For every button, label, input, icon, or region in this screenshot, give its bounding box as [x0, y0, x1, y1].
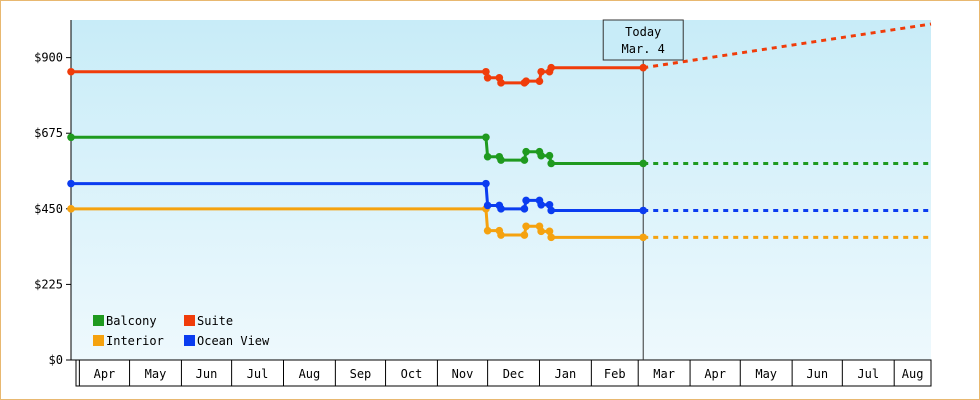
data-point-balcony: [483, 152, 492, 161]
data-point-suite: [537, 67, 545, 76]
x-month-label: Aug: [902, 367, 924, 381]
data-point-interior: [537, 227, 545, 236]
today-box: [602, 19, 684, 61]
data-point-balcony: [482, 133, 490, 142]
data-point-interior: [483, 226, 492, 235]
x-month-label: Jun: [806, 367, 828, 381]
data-point-balcony: [522, 147, 530, 156]
legend-label: Ocean View: [197, 334, 270, 348]
data-point-suite: [483, 73, 492, 82]
legend-swatch: [93, 335, 104, 346]
data-point-interior: [67, 205, 75, 213]
x-month-label: Mar: [653, 367, 675, 381]
x-month-label: May: [755, 367, 777, 381]
x-month-label: Aug: [299, 367, 321, 381]
data-point-ocean-view: [67, 179, 75, 188]
data-point-balcony: [537, 151, 545, 160]
x-month-label: Jul: [247, 367, 269, 381]
data-point-ocean-view: [522, 196, 530, 205]
y-tick-label: $225: [34, 277, 63, 291]
data-point-suite: [522, 77, 530, 85]
data-point-balcony: [67, 133, 75, 142]
data-point-balcony: [547, 159, 555, 168]
data-point-balcony: [497, 156, 505, 164]
x-month-label: Nov: [452, 367, 474, 381]
data-point-ocean-view: [639, 206, 648, 215]
y-tick-label: $900: [34, 51, 63, 65]
y-tick-label: $0: [49, 353, 63, 367]
x-month-label: Dec: [503, 367, 525, 381]
data-point-balcony: [520, 156, 529, 164]
y-tick-label: $450: [34, 202, 63, 216]
x-month-label: Jun: [196, 367, 218, 381]
data-point-suite: [67, 67, 75, 76]
data-point-suite: [497, 79, 505, 87]
data-point-interior: [520, 231, 529, 239]
data-point-ocean-view: [520, 205, 529, 213]
data-point-balcony: [545, 151, 554, 160]
data-point-interior: [547, 233, 555, 242]
legend-swatch: [184, 335, 195, 346]
data-point-interior: [545, 227, 554, 236]
legend-label: Balcony: [106, 314, 157, 328]
x-month-label: Jan: [555, 367, 577, 381]
data-point-suite: [639, 63, 648, 72]
data-point-ocean-view: [483, 201, 492, 210]
legend-swatch: [93, 315, 104, 326]
y-tick-label: $675: [34, 126, 63, 140]
data-point-interior: [639, 233, 648, 242]
month-axis-band: [75, 359, 932, 387]
data-point-ocean-view: [482, 179, 490, 188]
today-date-label: Mar. 4: [622, 42, 665, 56]
legend-label: Suite: [197, 314, 233, 328]
x-month-label: Jul: [857, 367, 879, 381]
data-point-interior: [497, 231, 505, 239]
data-point-suite: [547, 63, 555, 72]
series-projection-suite: [642, 22, 932, 70]
legend-label: Interior: [106, 334, 164, 348]
data-point-suite: [482, 67, 490, 76]
data-point-interior: [522, 222, 530, 231]
data-point-ocean-view: [497, 205, 505, 213]
x-month-label: Feb: [604, 367, 626, 381]
data-point-ocean-view: [545, 200, 554, 209]
x-month-label: May: [145, 367, 167, 381]
x-month-label: Apr: [704, 367, 726, 381]
today-label: Today: [625, 25, 661, 39]
legend-swatch: [184, 315, 195, 326]
x-month-label: Oct: [401, 367, 423, 381]
x-month-label: Apr: [94, 367, 116, 381]
data-point-suite: [535, 77, 544, 85]
data-point-ocean-view: [547, 206, 555, 215]
data-point-ocean-view: [537, 200, 545, 209]
data-point-balcony: [639, 159, 648, 168]
x-month-label: Sep: [350, 367, 372, 381]
